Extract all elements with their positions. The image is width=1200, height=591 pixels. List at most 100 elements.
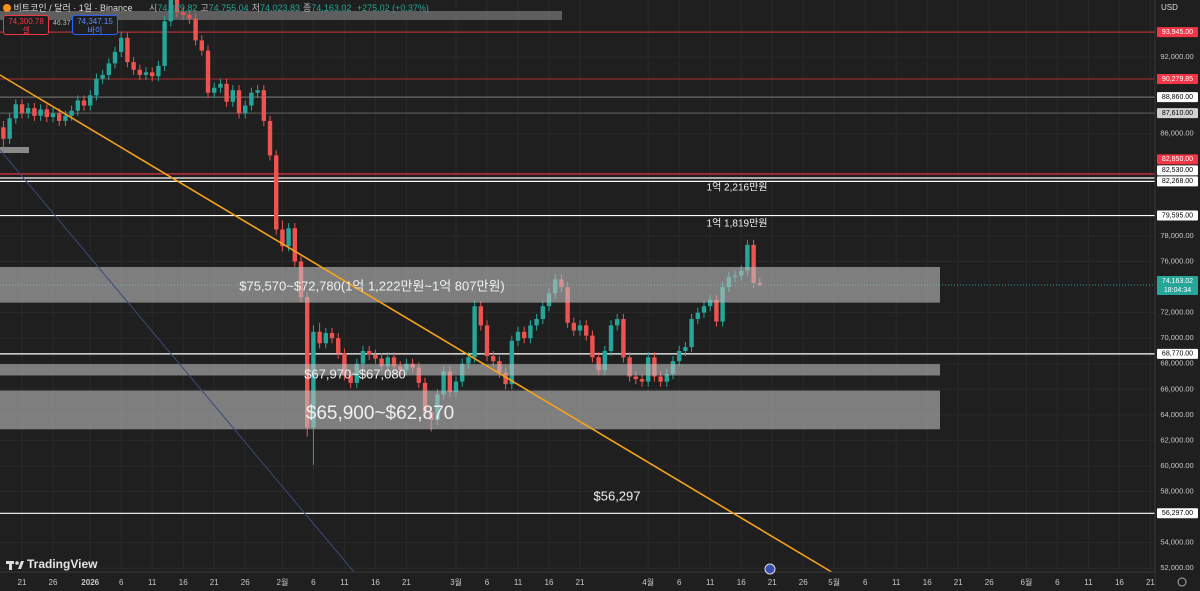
- field-label: 저: [251, 3, 260, 13]
- x-tick-label: 16: [737, 578, 746, 587]
- symbol[interactable]: 비트코인 / 달러 · 1일 · Binance: [13, 3, 133, 13]
- buy-button[interactable]: 74,347.15 바이: [72, 15, 118, 35]
- price-tag-label: 87,610.00: [1162, 110, 1193, 117]
- candle-body: [243, 105, 248, 114]
- candle-body: [633, 376, 639, 380]
- candle-body: [150, 72, 155, 77]
- annotation: $67,970~$67,080: [304, 366, 406, 381]
- candle-body: [286, 228, 291, 247]
- candle-body: [639, 379, 645, 382]
- candle-body: [602, 350, 608, 371]
- candle-body: [528, 325, 533, 339]
- price-tag-label: 82,850.00: [1162, 156, 1193, 163]
- x-tick-label: 21: [402, 578, 411, 587]
- candle-body: [224, 83, 229, 102]
- candle-body: [472, 306, 477, 358]
- sell-button[interactable]: 74,300.78 셀: [3, 15, 49, 35]
- candle-body: [373, 354, 378, 359]
- x-tick-label: 6: [311, 578, 316, 587]
- candle-body: [305, 297, 310, 428]
- candle-body: [329, 333, 335, 339]
- candle-body: [577, 325, 583, 331]
- x-tick-label: 21: [210, 578, 219, 587]
- candle-body: [658, 376, 663, 382]
- y-tick-label: 60,000.00: [1160, 461, 1193, 470]
- candle-body: [515, 331, 521, 341]
- field-label: 고: [200, 3, 209, 13]
- candle-body: [385, 357, 391, 367]
- buy-price: 74,347.15: [77, 17, 113, 26]
- price-tag: [1157, 348, 1198, 359]
- candle-body: [26, 108, 31, 114]
- candle-body: [249, 92, 254, 106]
- candle-body: [714, 299, 719, 322]
- candle-body: [348, 375, 353, 383]
- y-tick-label: 52,000.00: [1160, 563, 1193, 572]
- x-tick-label: 4월: [642, 577, 654, 587]
- candle-body: [81, 100, 87, 106]
- price-tag-label: 82,530.00: [1162, 167, 1193, 174]
- x-tick-label: 16: [1115, 578, 1124, 587]
- candle-body: [187, 14, 192, 19]
- candle-body: [230, 90, 236, 102]
- last-price-label: 74,163.02: [1162, 278, 1193, 285]
- candle-body: [131, 62, 136, 70]
- candle-body: [32, 108, 37, 116]
- candle-body: [608, 325, 614, 351]
- y-tick-label: 58,000.00: [1160, 487, 1193, 496]
- x-tick-label: 11: [514, 578, 523, 587]
- settings-icon[interactable]: [1177, 577, 1187, 587]
- candle-body: [57, 113, 62, 121]
- time-axis: [0, 572, 1155, 591]
- candle-body: [336, 338, 341, 354]
- candle-body: [19, 104, 25, 114]
- candle-body: [751, 244, 756, 283]
- x-tick-label: 11: [340, 578, 349, 587]
- x-tick-label: 26: [49, 578, 58, 587]
- left-marker: [0, 147, 29, 153]
- field-value: 74,163.02: [311, 3, 352, 13]
- x-tick-label: 5월: [828, 577, 840, 587]
- price-tag-label: 56,297.00: [1162, 510, 1193, 517]
- candle-body: [100, 74, 105, 79]
- x-tick-label: 6: [119, 578, 124, 587]
- price-tag-label: 79,595.00: [1162, 212, 1193, 219]
- candle-body: [677, 350, 682, 362]
- candle-body: [181, 12, 186, 15]
- candle-body: [391, 357, 397, 367]
- price-tag: [1157, 165, 1198, 176]
- candle-body: [38, 109, 43, 116]
- price-tag: [1157, 508, 1198, 519]
- price-tag-label: 88,860.00: [1162, 94, 1193, 101]
- header-bar: [0, 11, 562, 20]
- price-zone: [0, 364, 940, 376]
- candle-body: [156, 65, 161, 77]
- candle-body: [162, 21, 167, 66]
- x-tick-label: 21: [576, 578, 585, 587]
- candle-body: [13, 104, 19, 119]
- candle-body: [7, 118, 12, 139]
- change: +275.02 (+0.37%): [356, 3, 429, 13]
- candle-body: [323, 333, 329, 344]
- x-tick-label: 6: [863, 578, 868, 587]
- candle-body: [484, 325, 490, 357]
- buy-label: 바이: [87, 26, 103, 35]
- price-zone: [0, 390, 940, 430]
- sell-price: 74,300.78: [8, 17, 44, 26]
- field-value: 74,755.04: [208, 3, 249, 13]
- last-price-tag: [1157, 275, 1198, 295]
- x-tick-label: 26: [241, 578, 250, 587]
- field-label: 시: [149, 3, 158, 13]
- currency[interactable]: USD: [1161, 3, 1178, 12]
- candle-body: [168, 0, 174, 22]
- today-marker[interactable]: [764, 563, 776, 575]
- annotation: 1억 2,216만원: [707, 182, 768, 194]
- candle-body: [708, 299, 713, 307]
- spread: 46.37: [53, 20, 71, 27]
- annotation: $75,570~$72,780(1억 1,222만원~1억 807만원): [239, 278, 505, 293]
- candle-body: [522, 331, 527, 339]
- candle-body: [261, 90, 267, 121]
- candle-body: [255, 90, 260, 93]
